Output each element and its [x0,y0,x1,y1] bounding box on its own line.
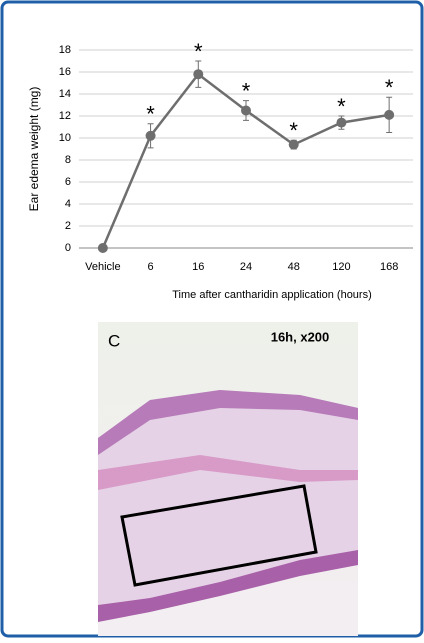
data-point [384,109,395,120]
y-tick-label: 8 [65,154,71,166]
region-box [120,484,318,587]
data-point [241,105,251,116]
x-tick-label: 168 [380,261,398,273]
epidermis-bottom [98,550,358,622]
significance-mark: * [385,75,394,100]
data-point [193,69,204,80]
significance-mark: * [146,102,155,127]
y-tick-label: 4 [65,198,71,210]
significance-mark: * [289,118,298,143]
data-point [145,130,156,141]
x-tick-label: 120 [332,261,350,273]
panel-caption: 16h, x200 [271,329,330,344]
cartilage [98,455,358,490]
x-tick-label: 24 [240,261,252,273]
x-tick-label: 6 [148,261,154,273]
significance-mark: * [242,78,251,103]
significance-mark: * [194,39,203,64]
x-axis-label: Time after cantharidin application (hour… [172,289,372,301]
y-axis-label: Ear edema weight (mg) [27,87,41,212]
y-tick-label: 0 [65,242,71,254]
data-point [336,117,347,128]
y-tick-label: 10 [59,132,71,144]
micrograph: C 16h, x200 [98,322,358,636]
panel-label: C [108,331,120,350]
significance-mark: * [337,94,346,119]
y-tick-label: 14 [59,88,71,100]
y-tick-label: 2 [65,220,71,232]
y-tick-label: 6 [65,176,71,188]
x-tick-label: 16 [192,261,204,273]
y-tick-label: 18 [59,44,71,56]
data-point [97,243,108,253]
epidermis-top [98,390,358,455]
y-tick-label: 12 [59,110,71,122]
x-tick-label: 48 [288,261,300,273]
x-tick-label: Vehicle [85,261,120,273]
data-point [288,139,299,150]
y-tick-label: 16 [59,66,71,78]
